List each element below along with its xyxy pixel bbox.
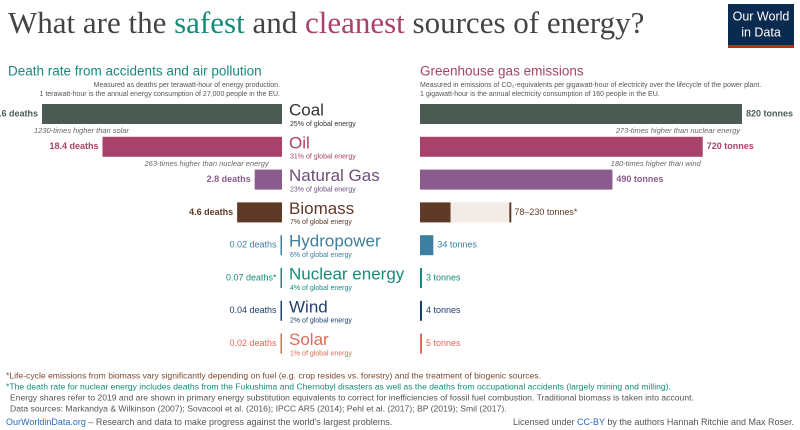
death-label: 0.02 deaths [229,240,277,250]
rows: Coal 25% of global energy 24.6 deaths 1230-… [0,100,793,357]
category-label: Coal [289,100,324,119]
emission-bar [420,268,422,288]
panel-subtitle: Measured as deaths per terawatt-hour of … [94,82,280,89]
energy-share: 31% of global energy [290,154,356,161]
death-label: 18.4 deaths [49,141,98,151]
footer-tagline: – Research and data to make progress aga… [86,417,392,427]
energy-share: 6% of global energy [290,252,352,259]
title-part: sources of energy? [405,5,645,40]
death-label: 0.04 deaths [229,305,277,315]
emission-label: 34 tonnes [437,240,477,250]
emission-bar [420,104,742,124]
panel-title: Greenhouse gas emissions [420,64,584,79]
energy-share: 2% of global energy [290,318,352,325]
death-bar [280,235,282,256]
energy-share: 4% of global energy [290,285,352,292]
footer: OurWorldinData.org – Research and data t… [6,417,392,427]
energy-share: 1% of global energy [290,350,352,357]
energy-share: 23% of global energy [290,186,356,193]
emission-annotation: 180-times higher than wind [611,159,702,168]
title-part: What are the [8,5,174,40]
death-bar [237,202,282,223]
panel-subtitle: 1 terawatt-hour is the annual energy con… [40,91,281,98]
category-label: Biomass [289,199,354,218]
license-text: Licensed under [513,417,577,427]
emission-label: 5 tonnes [426,338,461,348]
death-label: 2.8 deaths [207,174,251,184]
emission-bar [420,333,422,354]
emission-bar [420,169,613,190]
emission-bar [420,136,703,157]
footer-link[interactable]: OurWorldinData.org [6,417,86,427]
title-part: and [245,5,305,40]
footnote: Energy shares refer to 2019 and are show… [10,392,694,402]
emission-label: 4 tonnes [426,305,461,315]
footnote: Data sources: Markandya & Wilkinson (200… [10,403,507,413]
death-bar [280,268,282,288]
emission-bar [420,202,451,223]
death-label: 0.07 deaths* [226,272,277,282]
energy-share: 25% of global energy [290,121,356,128]
panel-title: Death rate from accidents and air pollut… [8,64,262,79]
emission-range [450,202,511,223]
death-label: 0.02 deaths [229,338,277,348]
license-text: by the authors Hannah Ritchie and Max Ro… [605,417,794,427]
category-label: Natural Gas [289,166,380,185]
category-label: Hydropower [289,232,381,251]
panel-subtitle: Measured in emissions of CO₂-equivalents… [420,82,761,89]
death-bar [280,300,282,321]
emission-label: 490 tonnes [616,174,663,184]
footnote: *The death rate for nuclear energy inclu… [6,381,671,391]
death-bar [254,169,282,190]
logo-text: in Data [741,25,781,39]
death-annotation: 1230-times higher than solar [34,126,130,135]
title-part: safest [174,5,245,40]
category-label: Oil [289,133,310,152]
footnote: *Life-cycle emissions from biomass vary … [6,370,541,380]
energy-share: 7% of global energy [290,219,352,226]
emission-label: 3 tonnes [426,272,461,282]
logo-text: Our World [733,9,790,23]
logo [728,4,794,48]
logo-stripe [728,45,794,48]
emission-annotation: 273-times higher than nuclear energy [615,126,741,135]
death-annotation: 263-times higher than nuclear energy [143,159,269,168]
panel-subtitle: 1 gigawatt-hour is the annual electricit… [420,91,660,98]
emission-label: 720 tonnes [707,141,754,151]
license: Licensed under CC-BY by the authors Hann… [513,417,794,427]
emission-bar [420,235,434,256]
emission-label: 78–230 tonnes* [514,207,578,217]
page-title: What are the safest and cleanest sources… [8,5,644,40]
emission-bar [420,300,422,321]
title-part: cleanest [305,5,405,40]
death-bar [42,104,282,124]
death-label: 4.6 deaths [189,207,233,217]
death-bar [280,333,282,354]
category-label: Nuclear energy [289,264,405,283]
death-bar [102,136,282,157]
emission-label: 820 tonnes [746,108,793,118]
category-label: Solar [289,330,329,349]
death-label: 24.6 deaths [0,108,38,118]
category-label: Wind [289,297,328,316]
license-link[interactable]: CC-BY [577,417,605,427]
